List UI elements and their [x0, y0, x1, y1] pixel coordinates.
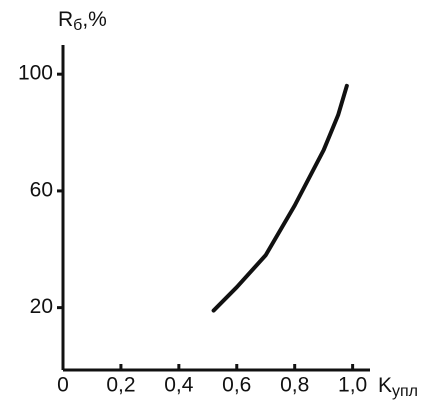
x-tick-label: 0	[57, 374, 69, 397]
y-axis-label: Rб,%	[58, 8, 107, 35]
x-tick-label: 0,8	[280, 374, 309, 397]
x-label-main: K	[378, 374, 392, 397]
y-tick-label: 100	[18, 62, 53, 85]
x-tick-label: 0,4	[164, 374, 194, 397]
y-label-main: R	[58, 8, 73, 31]
data-line	[211, 83, 349, 313]
y-label-suffix: ,%	[82, 8, 107, 31]
x-label-sub: упл	[392, 383, 418, 400]
y-label-sub: б	[73, 17, 82, 34]
x-tick-label: 1,0	[338, 374, 367, 397]
y-tick-label: 60	[30, 178, 53, 201]
x-tick-label: 0,6	[222, 374, 251, 397]
x-axis-label: Kупл	[378, 374, 418, 401]
y-tick-label: 20	[30, 295, 53, 318]
x-tick-label: 0,2	[106, 374, 135, 397]
